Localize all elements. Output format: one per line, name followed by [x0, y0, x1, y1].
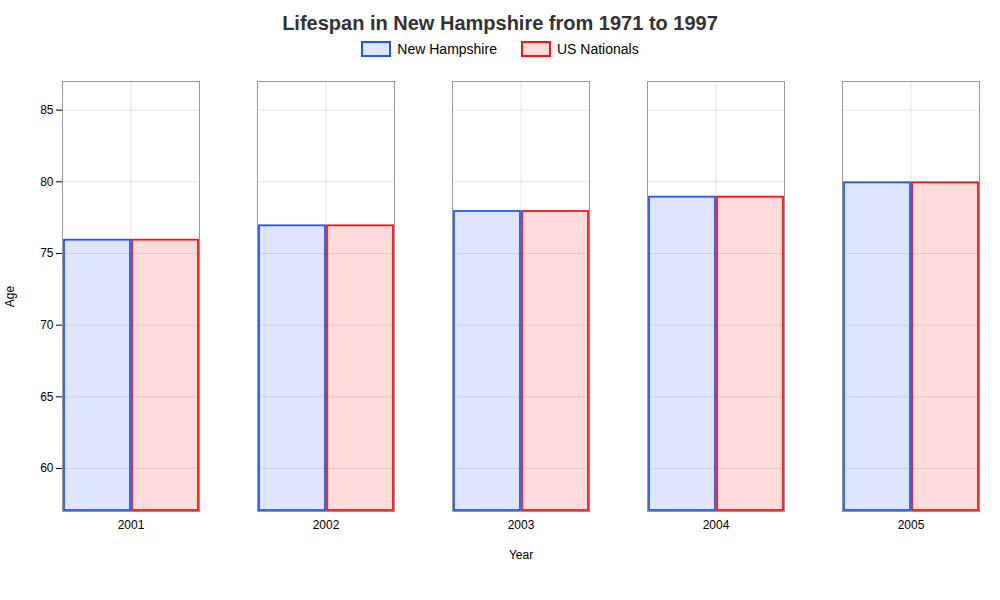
html-text:Lifespan in New Hampshire from: Lifespan in New Hampshire from 1971 to 1…: [282, 12, 718, 34]
svg-text:2003: 2003: [508, 518, 535, 532]
svg-text:Year: Year: [509, 548, 533, 562]
svg-text:2002: 2002: [313, 518, 340, 532]
svg-text:60: 60: [40, 461, 54, 475]
svg-text:2004: 2004: [703, 518, 730, 532]
html-text:US Nationals: US Nationals: [556, 41, 639, 57]
svg-text:70: 70: [40, 318, 54, 332]
svg-text:85: 85: [40, 103, 54, 117]
svg-text:2001: 2001: [118, 518, 145, 532]
svg-text:65: 65: [40, 390, 54, 404]
svg-text:80: 80: [40, 175, 54, 189]
svg-text:Age: Age: [3, 286, 17, 308]
html-text:New Hampshire: New Hampshire: [397, 41, 497, 57]
svg-text:75: 75: [40, 246, 54, 260]
svg-text:2005: 2005: [898, 518, 925, 532]
